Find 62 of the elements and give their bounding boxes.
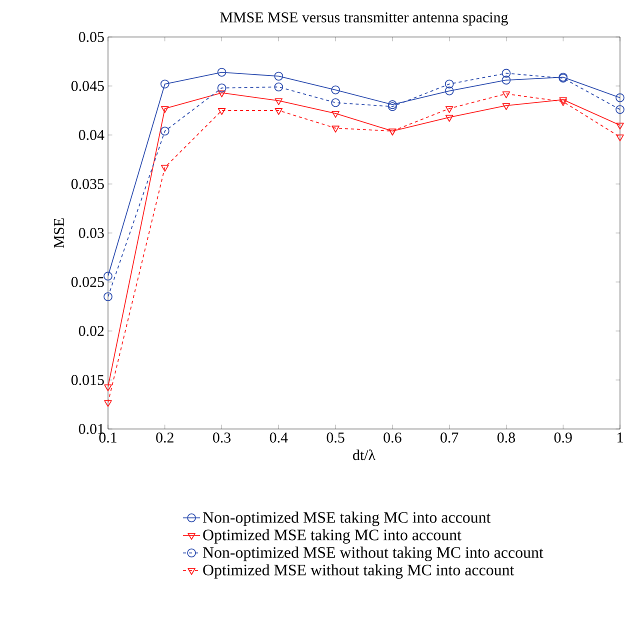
point	[274, 98, 283, 106]
y-tick-label: 0.02	[78, 326, 104, 336]
point	[274, 82, 284, 92]
x-tick-label: 0.1	[99, 432, 116, 443]
point	[445, 106, 454, 113]
legend-label: Optimized MSE without taking MC into account	[203, 564, 514, 579]
point	[160, 164, 169, 172]
point	[332, 126, 340, 133]
x-tick-label: 0.9	[554, 432, 572, 443]
point	[331, 85, 340, 94]
point	[616, 134, 624, 142]
x-tick-label: 0.6	[384, 432, 402, 443]
point	[502, 68, 511, 78]
point	[559, 99, 568, 106]
point	[444, 86, 454, 96]
x-tick-label: 0.8	[497, 432, 515, 443]
point	[274, 72, 284, 81]
legend-label: Non-optimized MSE taking MC into account	[202, 512, 491, 526]
point	[274, 108, 283, 115]
point	[160, 126, 170, 136]
x-axis-title: dt/λ	[353, 450, 376, 460]
y-tick-label: 0.015	[71, 374, 104, 386]
point	[217, 68, 226, 77]
x-tick-label: 0.5	[326, 432, 344, 443]
legend-label: Non-optimized MSE without taking MC into account	[202, 546, 544, 562]
x-tick-label: 0.4	[270, 432, 288, 443]
point	[104, 384, 112, 392]
point	[616, 93, 624, 102]
point	[104, 292, 112, 302]
y-tick-label: 0.035	[71, 178, 104, 190]
point	[445, 114, 454, 122]
point	[559, 97, 568, 104]
legend-label: Optimized MSE taking MC into account	[203, 529, 462, 544]
point	[104, 400, 112, 407]
y-tick-label: 0.01	[78, 424, 104, 434]
chart-title: MMSE MSE versus transmitter antenna spacing	[220, 12, 508, 26]
point	[218, 90, 226, 98]
point	[104, 272, 112, 281]
y-tick-label: 0.045	[71, 80, 104, 92]
point	[332, 110, 340, 118]
point	[217, 84, 226, 92]
point	[502, 103, 510, 110]
point	[388, 102, 397, 112]
point	[218, 108, 226, 115]
y-tick-label: 0.025	[71, 276, 104, 288]
point	[502, 91, 510, 98]
point	[331, 98, 340, 108]
x-tick-label: 0.3	[213, 432, 231, 443]
y-tick-label: 0.04	[78, 130, 104, 140]
point	[388, 100, 397, 110]
x-tick-label: 0.2	[156, 432, 174, 443]
point	[444, 80, 454, 88]
point	[616, 122, 624, 130]
y-axis-title: MSE	[54, 218, 64, 248]
point	[160, 80, 170, 88]
y-tick-label: 0.03	[78, 228, 104, 238]
x-tick-label: 0.7	[440, 432, 458, 443]
point	[502, 76, 511, 85]
point	[616, 105, 624, 114]
point	[160, 106, 169, 113]
y-tick-label: 0.05	[78, 32, 104, 42]
x-tick-label: 1	[618, 432, 623, 442]
